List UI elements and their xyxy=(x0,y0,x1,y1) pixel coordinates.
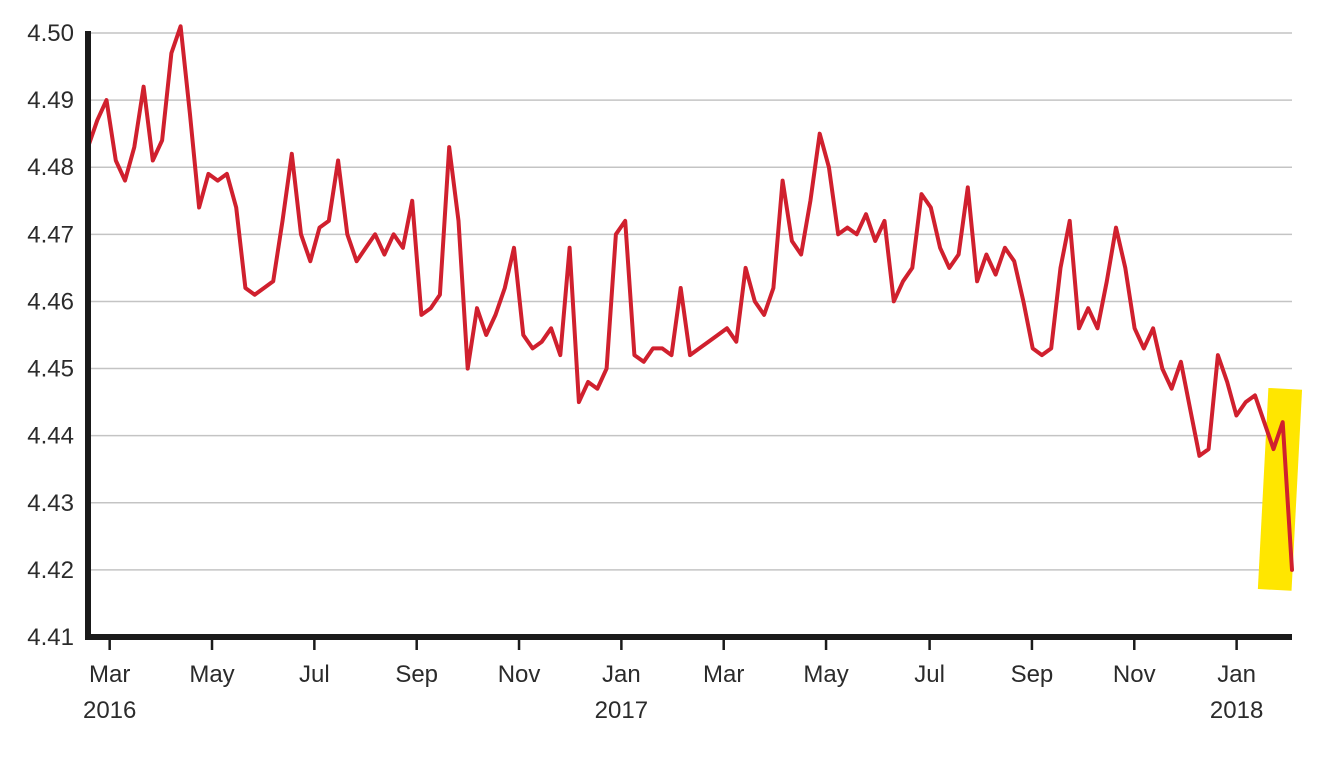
y-tick-label: 4.46 xyxy=(27,288,74,315)
y-tick-label: 4.45 xyxy=(27,356,74,383)
series-line xyxy=(86,24,1294,572)
y-tick-label: 4.48 xyxy=(27,154,74,181)
y-tick-label: 4.50 xyxy=(27,20,74,47)
y-tick-label: 4.47 xyxy=(27,221,74,248)
year-label: 2017 xyxy=(595,697,648,724)
x-tick-label: Nov xyxy=(1113,661,1156,688)
x-tick-label: May xyxy=(803,661,848,688)
x-tick-label: Jul xyxy=(914,661,945,688)
x-tick-label: Nov xyxy=(498,661,541,688)
year-label: 2016 xyxy=(83,697,136,724)
x-tick-label: Jan xyxy=(602,661,641,688)
y-tick-label: 4.42 xyxy=(27,557,74,584)
x-tick-label: Mar xyxy=(89,661,130,688)
y-tick-label: 4.43 xyxy=(27,490,74,517)
y-tick-label: 4.41 xyxy=(27,624,74,651)
x-tick-label: Jan xyxy=(1217,661,1256,688)
x-tick-label: May xyxy=(189,661,234,688)
x-tick-label: Sep xyxy=(395,661,438,688)
x-tick-label: Jul xyxy=(299,661,330,688)
x-tick-label: Sep xyxy=(1011,661,1054,688)
year-label: 2018 xyxy=(1210,697,1263,724)
y-tick-label: 4.49 xyxy=(27,87,74,114)
y-tick-label: 4.44 xyxy=(27,423,74,450)
x-tick-label: Mar xyxy=(703,661,744,688)
